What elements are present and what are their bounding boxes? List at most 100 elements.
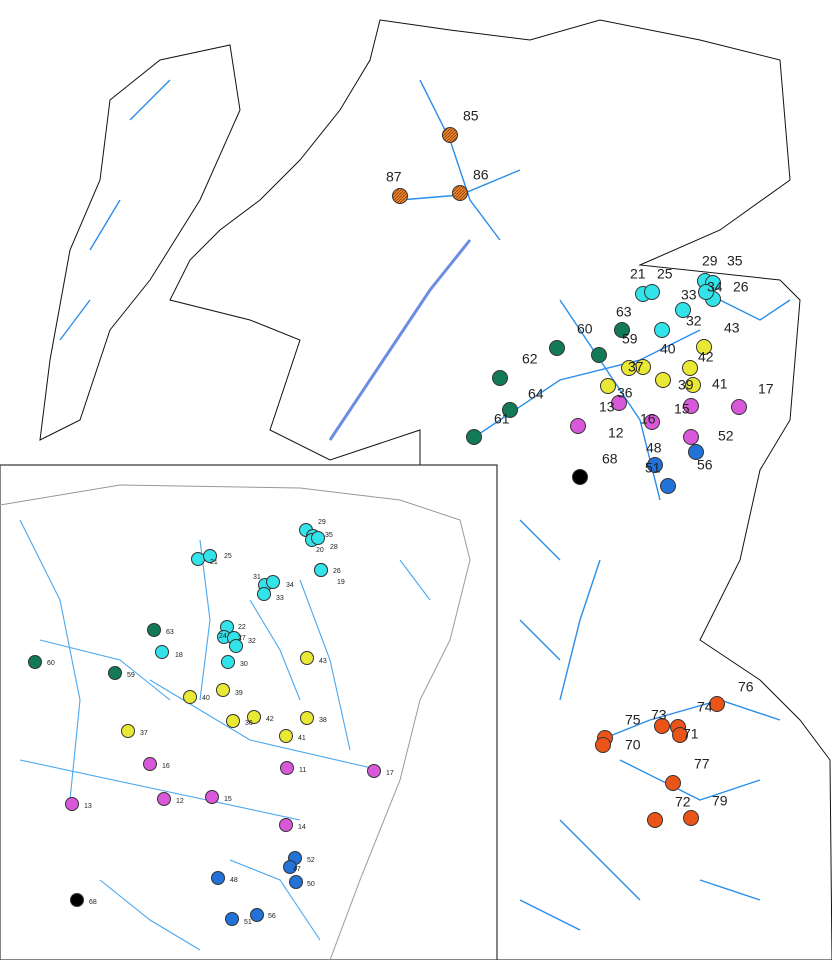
site-marker (221, 655, 235, 669)
site-marker (675, 302, 691, 318)
site-label: 16 (162, 763, 170, 770)
site-marker (28, 655, 42, 669)
site-label: 13 (84, 803, 92, 810)
site-label: 42 (698, 349, 714, 365)
site-label: 68 (89, 899, 97, 906)
site-label: 63 (616, 304, 632, 320)
site-label: 42 (266, 716, 274, 723)
site-marker (672, 727, 688, 743)
site-marker (314, 563, 328, 577)
site-marker (644, 414, 660, 430)
site-marker (250, 908, 264, 922)
site-label: 62 (522, 351, 538, 367)
site-label: 12 (608, 425, 624, 441)
site-marker (157, 792, 171, 806)
site-marker (688, 444, 704, 460)
site-marker (191, 552, 205, 566)
site-marker (280, 761, 294, 775)
site-label: 15 (674, 401, 690, 417)
site-label: 14 (298, 824, 306, 831)
inset (0, 464, 498, 960)
site-marker (572, 469, 588, 485)
site-marker (229, 639, 243, 653)
site-marker (70, 893, 84, 907)
site-marker (216, 683, 230, 697)
site-marker (621, 360, 637, 376)
site-marker (226, 714, 240, 728)
site-marker (121, 724, 135, 738)
site-label: 33 (276, 595, 284, 602)
site-marker (289, 875, 303, 889)
site-label: 85 (463, 108, 479, 124)
site-label: 37 (140, 730, 148, 737)
site-marker (654, 322, 670, 338)
site-label: 63 (166, 629, 174, 636)
site-label: 22 (238, 624, 246, 631)
site-marker (247, 710, 261, 724)
site-label: 12 (176, 798, 184, 805)
site-marker (683, 429, 699, 445)
site-label: 34 (286, 582, 294, 589)
site-label: 39 (235, 690, 243, 697)
site-marker (279, 818, 293, 832)
site-marker (682, 360, 698, 376)
site-marker (183, 690, 197, 704)
site-label: 48 (646, 440, 662, 456)
site-label: 26 (333, 568, 341, 575)
site-marker (283, 860, 297, 874)
site-label: 15 (224, 796, 232, 803)
site-label: 52 (307, 857, 315, 864)
site-label: 40 (660, 341, 676, 357)
site-marker (492, 370, 508, 386)
site-label: 35 (325, 532, 333, 539)
site-label: 51 (244, 919, 252, 926)
site-label: 56 (268, 913, 276, 920)
site-label: 79 (712, 793, 728, 809)
site-marker (709, 696, 725, 712)
site-marker (614, 322, 630, 338)
site-marker (147, 623, 161, 637)
site-label: 32 (248, 638, 256, 645)
site-label: 16 (640, 411, 656, 427)
site-label: 43 (724, 320, 740, 336)
site-label: 52 (718, 428, 734, 444)
site-marker (570, 418, 586, 434)
site-label: 64 (528, 386, 544, 402)
site-marker (257, 587, 271, 601)
site-marker (367, 764, 381, 778)
site-label: 87 (386, 169, 402, 185)
site-label: 29 (702, 253, 718, 269)
site-label: 59 (622, 331, 638, 347)
site-marker (731, 399, 747, 415)
site-label: 29 (318, 519, 326, 526)
site-label: 36 (245, 720, 253, 727)
site-marker (452, 185, 468, 201)
site-label: 24 (219, 633, 227, 640)
site-label: 28 (330, 544, 338, 551)
site-marker (203, 549, 217, 563)
site-marker (155, 645, 169, 659)
site-marker (665, 775, 681, 791)
site-label: 86 (473, 167, 489, 183)
site-marker (549, 340, 565, 356)
site-label: 74 (697, 699, 713, 715)
site-label: 26 (733, 279, 749, 295)
site-marker (143, 757, 157, 771)
site-label: 20 (316, 547, 324, 554)
site-label: 47 (293, 866, 301, 873)
site-label: 59 (127, 672, 135, 679)
site-label: 60 (577, 321, 593, 337)
site-label: 68 (602, 451, 618, 467)
site-label: 33 (681, 287, 697, 303)
site-label: 25 (657, 266, 673, 282)
site-label: 77 (694, 756, 710, 772)
site-marker (502, 402, 518, 418)
site-marker (647, 812, 663, 828)
site-label: 71 (683, 726, 699, 742)
site-label: 13 (599, 399, 615, 415)
site-marker (696, 339, 712, 355)
site-marker (211, 871, 225, 885)
site-label: 31 (253, 574, 261, 581)
site-marker (698, 284, 714, 300)
